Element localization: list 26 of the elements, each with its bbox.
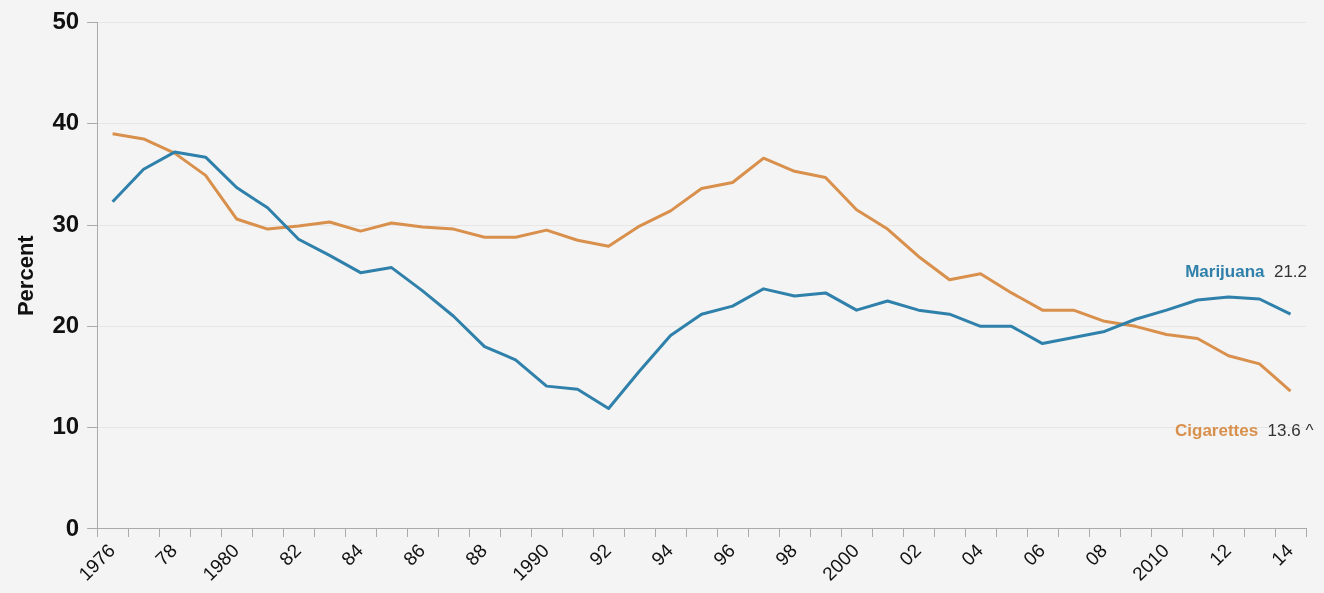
y-tick-label: 30 xyxy=(52,209,80,237)
y-tick-label: 50 xyxy=(52,7,80,35)
x-tick-label: 84 xyxy=(337,539,368,570)
x-tick-label: 86 xyxy=(399,539,430,570)
x-tick-label: 08 xyxy=(1081,539,1112,570)
x-tick-label: 96 xyxy=(709,539,740,570)
y-tick-label: 0 xyxy=(65,513,80,541)
x-tick-label: 04 xyxy=(957,539,988,570)
series-label: Marijuana xyxy=(1185,261,1266,281)
text: Cigarettes xyxy=(1175,420,1259,440)
x-tick-label: 02 xyxy=(895,539,926,570)
x-tick-label: 88 xyxy=(461,539,492,570)
x-tick-label: 94 xyxy=(647,539,678,570)
y-tick-label: 10 xyxy=(52,412,80,440)
y-tick-label: 20 xyxy=(52,310,80,338)
y-tick-label: 40 xyxy=(52,108,80,136)
data-label: 21.2 xyxy=(1273,261,1308,281)
x-tick-label: 06 xyxy=(1019,539,1050,570)
x-tick-label: 92 xyxy=(585,539,616,570)
x-tick-label: 14 xyxy=(1267,539,1298,570)
data-label: 13.6 ^ xyxy=(1267,420,1314,440)
x-tick-label: 98 xyxy=(771,539,802,570)
x-tick-label: 12 xyxy=(1205,539,1236,570)
y-axis-title: Percent xyxy=(13,234,39,317)
x-tick-label: 78 xyxy=(151,539,182,570)
x-tick-label: 82 xyxy=(275,539,306,570)
